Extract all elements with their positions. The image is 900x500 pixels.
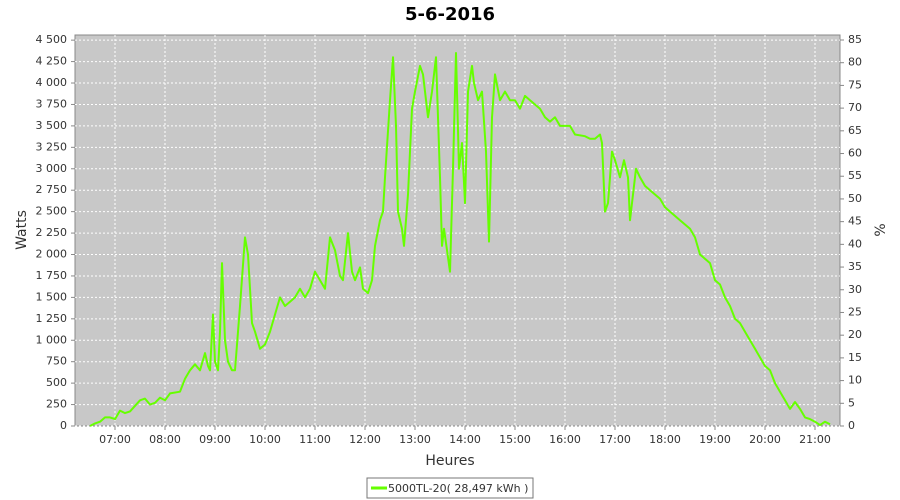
legend-label: 5000TL-20( 28,497 kWh ): [388, 482, 528, 495]
x-tick-label: 12:00: [349, 433, 381, 446]
legend: 5000TL-20( 28,497 kWh ): [366, 477, 534, 499]
y-axis-title: Watts: [14, 210, 30, 250]
x-tick-label: 18:00: [649, 433, 681, 446]
y-tick-label: 1 750: [36, 269, 68, 282]
y2-tick-label: 55: [848, 169, 862, 182]
legend-box: [366, 477, 534, 499]
y2-tick-label: 75: [848, 78, 862, 91]
x-tick-label: 09:00: [199, 433, 231, 446]
y-tick-label: 250: [46, 398, 67, 411]
x-tick-label: 16:00: [549, 433, 581, 446]
y2-tick-label: 5: [848, 396, 855, 409]
y-tick-label: 0: [60, 419, 67, 432]
x-tick-label: 19:00: [699, 433, 731, 446]
y-tick-label: 750: [46, 355, 67, 368]
y2-axis-title: %: [873, 223, 889, 236]
y2-tick-label: 15: [848, 351, 862, 364]
y-tick-label: 1 000: [36, 333, 68, 346]
x-tick-label: 15:00: [499, 433, 531, 446]
x-tick-label: 13:00: [399, 433, 431, 446]
chart-title: 5-6-2016: [405, 4, 495, 25]
y-tick-label: 500: [46, 376, 67, 389]
y-tick-label: 2 250: [36, 226, 68, 239]
y2-tick-label: 20: [848, 328, 862, 341]
y-tick-label: 4 000: [36, 76, 68, 89]
x-tick-label: 21:00: [799, 433, 831, 446]
x-tick-label: 10:00: [249, 433, 281, 446]
y2-tick-label: 50: [848, 192, 862, 205]
y2-tick-label: 10: [848, 374, 862, 387]
y-tick-label: 3 500: [36, 119, 68, 132]
x-tick-label: 14:00: [449, 433, 481, 446]
y-tick-label: 3 250: [36, 140, 68, 153]
y-tick-label: 1 500: [36, 290, 68, 303]
y2-tick-label: 35: [848, 260, 862, 273]
y2-tick-label: 40: [848, 237, 862, 250]
y2-tick-label: 60: [848, 147, 862, 160]
y2-tick-label: 0: [848, 419, 855, 432]
x-tick-label: 11:00: [299, 433, 331, 446]
y-tick-label: 2 000: [36, 248, 68, 261]
x-tick-label: 07:00: [99, 433, 131, 446]
y2-tick-label: 85: [848, 33, 862, 46]
y2-tick-label: 70: [848, 101, 862, 114]
x-tick-label: 08:00: [149, 433, 181, 446]
y-tick-label: 3 750: [36, 97, 68, 110]
y-tick-label: 4 500: [36, 33, 68, 46]
y-tick-label: 3 000: [36, 162, 68, 175]
x-tick-label: 20:00: [749, 433, 781, 446]
y-tick-label: 2 750: [36, 183, 68, 196]
data-line: [89, 52, 831, 427]
y2-tick-label: 65: [848, 124, 862, 137]
x-axis-title: Heures: [425, 453, 474, 469]
y-tick-label: 4 250: [36, 55, 68, 68]
y2-tick-label: 80: [848, 56, 862, 69]
y2-tick-label: 45: [848, 215, 862, 228]
y-tick-label: 1 250: [36, 312, 68, 325]
y2-tick-label: 25: [848, 305, 862, 318]
y-tick-label: 2 500: [36, 205, 68, 218]
x-tick-label: 17:00: [599, 433, 631, 446]
y2-tick-label: 30: [848, 283, 862, 296]
